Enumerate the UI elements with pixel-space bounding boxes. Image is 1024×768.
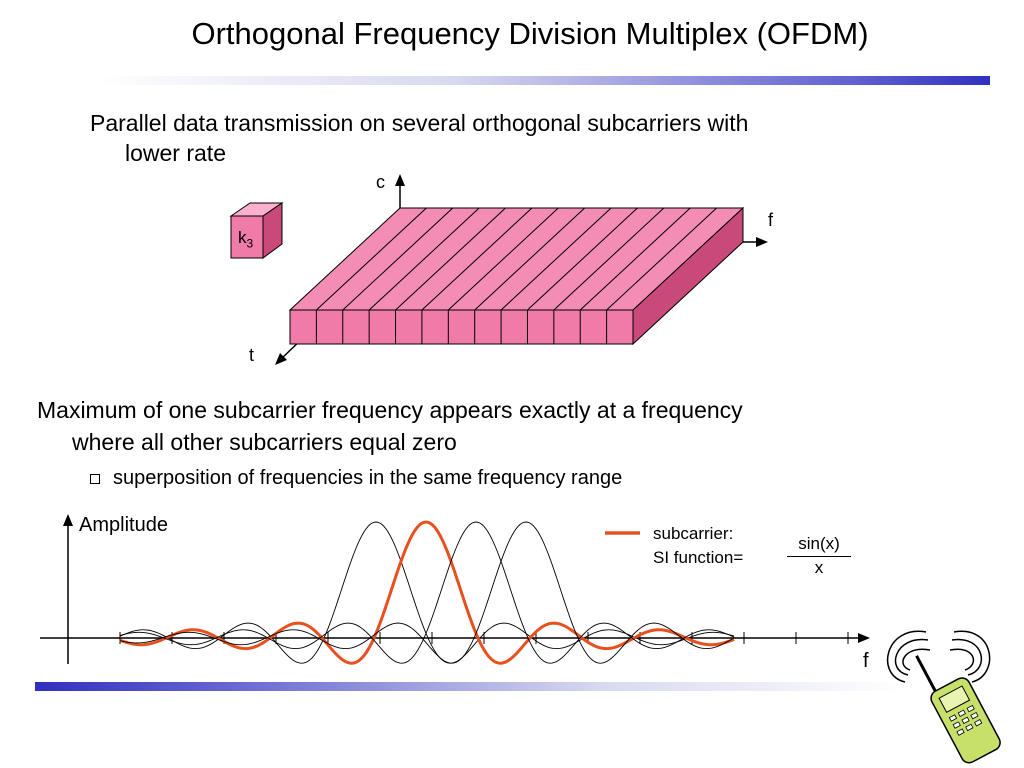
legend-text: subcarrier: SI function= (653, 522, 743, 570)
plot-x-label: f (863, 650, 869, 672)
square-bullet-icon (90, 473, 100, 484)
subcarrier-divider-top (342, 207, 454, 311)
bullet-parallel-transmission: Parallel data transmission on several or… (90, 108, 950, 168)
subcarrier-divider-top (368, 207, 480, 311)
axis-f-arrow (756, 237, 768, 247)
highlighted-subcarrier-curve (119, 520, 735, 665)
subcarrier-divider-top (316, 207, 427, 311)
subcarrier-divider-top (395, 207, 506, 311)
subcarrier-divider-top (553, 207, 665, 311)
top-divider-bar (100, 76, 990, 85)
bullet1-line1: Parallel data transmission on several or… (90, 110, 749, 136)
subcarrier-curve (119, 521, 735, 664)
axis-f-label: f (768, 210, 774, 230)
axis-t-arrow (275, 353, 287, 365)
fraction-numerator: sin(x) (787, 534, 851, 557)
subcarrier-divider-top (527, 207, 638, 311)
plot-curves (119, 520, 735, 665)
subcarrier-divider-top (447, 207, 559, 311)
bullet-maximum-subcarrier: Maximum of one subcarrier frequency appe… (37, 394, 937, 458)
plot-y-label: Amplitude (79, 514, 168, 536)
slab-front-face (289, 309, 634, 345)
subcarrier-divider-top (500, 207, 612, 311)
legend-line2: SI function= (653, 548, 744, 567)
legend-line1: subcarrier: (653, 524, 734, 543)
subcarrier-divider-top (606, 207, 717, 311)
si-fraction: sin(x) x (787, 534, 851, 578)
plot-y-arrow (63, 514, 73, 526)
cube-k3 (229, 202, 284, 259)
cube-label: k3 (238, 228, 254, 251)
plot-x-arrow (858, 633, 870, 643)
subcarrier-divider-top (474, 207, 586, 311)
bullet1-line2: lower rate (125, 140, 226, 166)
sub-bullet-text: superposition of frequencies in the same… (113, 467, 623, 489)
bottom-divider-bar (35, 682, 905, 691)
bullet2-line2: where all other subcarriers equal zero (72, 429, 457, 455)
subcarrier-curve (119, 521, 735, 664)
bullet2-line1: Maximum of one subcarrier frequency appe… (37, 397, 743, 423)
axis-c-arrow (395, 174, 405, 186)
sub-bullet: superposition of frequencies in the same… (90, 467, 622, 490)
fraction-denominator: x (814, 558, 824, 577)
axis-c-label: c (376, 172, 385, 192)
slide-title: Orthogonal Frequency Division Multiplex … (191, 16, 869, 51)
subcarrier-slab (288, 206, 745, 346)
subcarrier-divider-top (579, 207, 691, 311)
axis-t-label: t (249, 345, 255, 365)
subcarrier-divider-top (421, 207, 533, 311)
